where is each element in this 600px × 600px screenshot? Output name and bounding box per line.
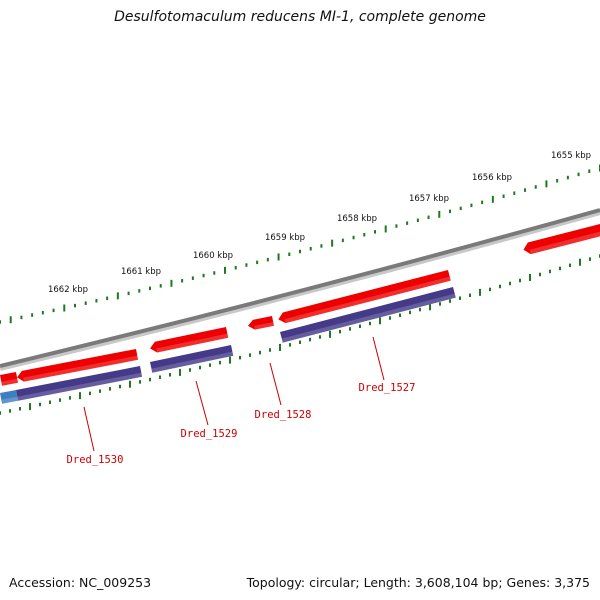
gene-label-dred-1529[interactable]: Dred_1529 <box>181 428 238 440</box>
label-layer: 1655 kbp 1656 kbp 1657 kbp 1658 kbp 1659 kbp… <box>48 151 591 466</box>
gene-bar-dred-1529[interactable] <box>150 345 234 373</box>
gene-bar-dred-1527[interactable] <box>280 286 456 343</box>
gene-label-dred-1527[interactable]: Dred_1527 <box>359 382 416 394</box>
gene-bar-dred-1530[interactable] <box>16 366 143 401</box>
scale-label-1662: 1662 kbp <box>48 285 88 295</box>
accession-text: Accession: NC_009253 <box>9 575 152 590</box>
cds-arrow-dred-1527[interactable] <box>277 270 451 325</box>
topology-text: Topology: circular; Length: 3,608,104 bp… <box>246 575 590 590</box>
cds-arrow-dred-1528[interactable] <box>247 315 274 331</box>
scale-label-1655: 1655 kbp <box>551 151 591 161</box>
gene-label-dred-1530[interactable]: Dred_1530 <box>67 454 124 466</box>
scale-label-1659: 1659 kbp <box>265 233 305 243</box>
outer-tick-track <box>0 164 600 324</box>
feature-track <box>0 223 600 404</box>
inner-tick-track <box>0 254 600 415</box>
scale-label-1656: 1656 kbp <box>472 173 512 183</box>
scale-label-1660: 1660 kbp <box>193 251 233 261</box>
gene-leader-line <box>269 362 282 406</box>
scale-label-1658: 1658 kbp <box>337 214 377 224</box>
gene-leader-line <box>372 336 385 381</box>
scale-label-1657: 1657 kbp <box>409 194 449 204</box>
gene-label-dred-1528[interactable]: Dred_1528 <box>255 409 312 421</box>
cds-arrow-dred-1530[interactable] <box>16 349 139 383</box>
map-title: Desulfotomaculum reducens MI-1, complete… <box>114 9 486 25</box>
scale-label-1661: 1661 kbp <box>121 267 161 277</box>
gene-leader-line <box>83 406 95 452</box>
gene-leader-line <box>195 380 209 426</box>
cds-arrow-left-edge[interactable] <box>0 372 19 386</box>
cds-arrow-right-edge[interactable] <box>522 223 600 256</box>
gene-bar-highlighted[interactable] <box>0 390 19 404</box>
genome-backbone[interactable] <box>0 208 600 368</box>
cds-arrow-dred-1529[interactable] <box>149 326 229 354</box>
